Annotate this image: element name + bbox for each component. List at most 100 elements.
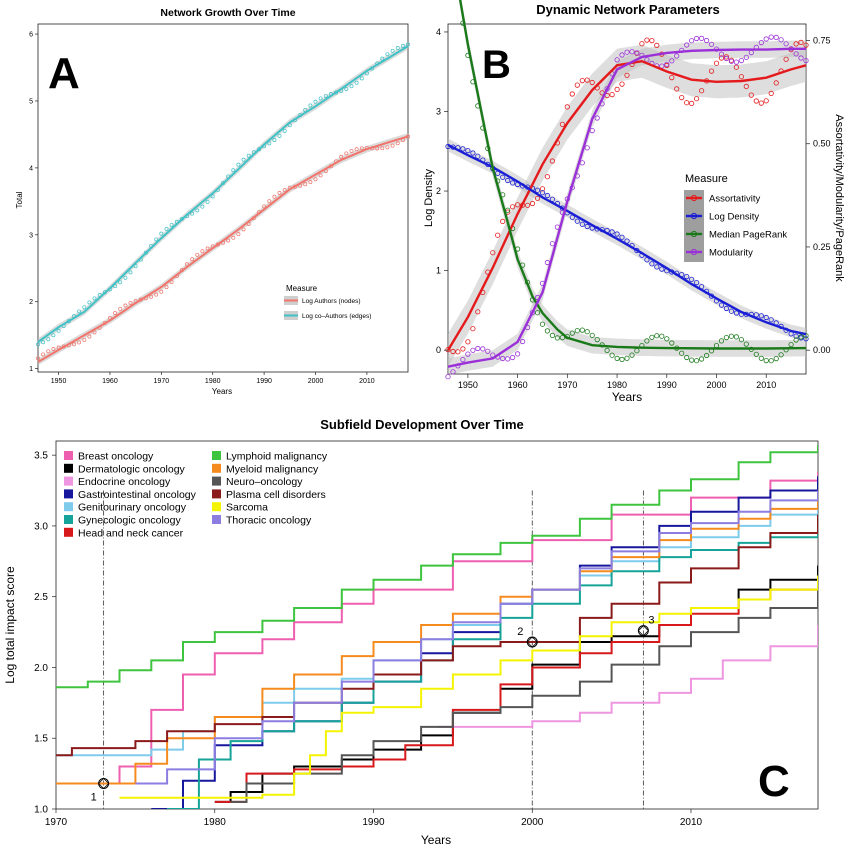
legend-swatch-1 bbox=[64, 463, 73, 473]
panel-a-frame bbox=[37, 23, 409, 373]
point-0-1980 bbox=[614, 86, 620, 93]
point-1-1950 bbox=[465, 148, 471, 154]
point-0-2006 bbox=[344, 151, 349, 156]
point-1-1964 bbox=[128, 270, 133, 275]
point-0-2016 bbox=[793, 41, 799, 47]
point-1-1992 bbox=[272, 138, 277, 142]
point-0-2014 bbox=[385, 145, 390, 150]
legend-swatch-6 bbox=[64, 527, 73, 537]
point-0-2010 bbox=[763, 98, 769, 104]
point-3-1976 bbox=[594, 115, 600, 121]
point-1-1967 bbox=[549, 196, 556, 202]
point-1-1963 bbox=[123, 275, 128, 280]
point-1-1980 bbox=[614, 231, 620, 237]
point-1-2008 bbox=[354, 80, 359, 85]
y-tick-label-4: 4 bbox=[29, 165, 33, 172]
point-0-1987 bbox=[649, 37, 655, 44]
point-1-2010 bbox=[763, 314, 769, 321]
point-0-1962 bbox=[118, 306, 123, 311]
point-3-1996 bbox=[693, 35, 700, 42]
point-3-2017 bbox=[798, 55, 804, 61]
point-1-1947 bbox=[41, 340, 46, 345]
panel-b-points bbox=[445, 20, 809, 380]
point-2-2004 bbox=[733, 334, 740, 340]
panel-b-frame bbox=[447, 23, 807, 375]
panel-a-y-ticks: 1 2 3 4 5 6 bbox=[29, 32, 38, 373]
point-0-2007 bbox=[349, 148, 354, 153]
point-1-2002 bbox=[723, 305, 730, 312]
point-0-2008 bbox=[753, 98, 759, 104]
point-2-2016 bbox=[793, 337, 799, 343]
point-0-1986 bbox=[241, 227, 246, 232]
point-1-2013 bbox=[380, 56, 385, 61]
point-0-1994 bbox=[282, 188, 287, 193]
point-0-1947 bbox=[450, 348, 456, 355]
panel-c-title: Subfield Development Over Time bbox=[320, 417, 523, 432]
point-0-1963 bbox=[123, 303, 128, 308]
y-tick-label-2: 2 bbox=[436, 186, 441, 196]
y-right-tick-label-0.50: 0.50 bbox=[813, 139, 831, 149]
point-0-1985 bbox=[236, 232, 241, 237]
x-tick-label-1990: 1990 bbox=[657, 380, 677, 390]
point-0-1969 bbox=[559, 121, 566, 127]
point-0-2000 bbox=[713, 60, 720, 66]
point-0-2006 bbox=[743, 83, 749, 90]
series-line-1 bbox=[447, 143, 807, 336]
point-0-2009 bbox=[758, 100, 764, 106]
legend-label-0: Assortativity bbox=[709, 194, 760, 205]
point-1-1977 bbox=[195, 208, 200, 213]
point-0-1963 bbox=[529, 200, 536, 207]
panel-b-y-ticks-left: 0 1 2 3 4 bbox=[436, 27, 448, 355]
point-0-2011 bbox=[768, 90, 774, 97]
point-2-1978 bbox=[604, 347, 610, 353]
point-0-1971 bbox=[569, 91, 575, 97]
legend-swatch-0 bbox=[64, 451, 73, 460]
point-0-1955 bbox=[82, 337, 87, 342]
panel-c-x-label: Years bbox=[421, 833, 451, 847]
point-2-1987 bbox=[649, 334, 655, 340]
point-0-1949 bbox=[51, 347, 56, 351]
point-1-1994 bbox=[282, 128, 287, 133]
point-3-2004 bbox=[733, 59, 740, 65]
point-1-1954 bbox=[77, 309, 82, 314]
panel-b-letter: B bbox=[482, 43, 511, 87]
point-0-1966 bbox=[544, 174, 551, 180]
series-line-2 bbox=[437, 625, 818, 728]
point-0-2002 bbox=[723, 54, 730, 60]
legend-label-11: Sarcoma bbox=[226, 502, 268, 514]
x-tick-label-1970: 1970 bbox=[45, 817, 68, 828]
x-tick-label-2000: 2000 bbox=[308, 378, 324, 385]
x-tick-label-1960: 1960 bbox=[508, 380, 528, 390]
panel-a-y-label: Total bbox=[15, 191, 24, 208]
point-1-1979 bbox=[205, 199, 210, 204]
point-1-1972 bbox=[574, 218, 580, 224]
y-tick-label-1.0: 1.0 bbox=[34, 805, 48, 816]
point-0-1965 bbox=[539, 186, 546, 192]
point-0-2005 bbox=[339, 154, 344, 159]
x-tick-label-1970: 1970 bbox=[557, 380, 577, 390]
y-tick-label-1: 1 bbox=[29, 366, 33, 373]
legend-marker-3 bbox=[690, 248, 698, 256]
legend-label-3: Modularity bbox=[709, 248, 753, 259]
point-3-1960 bbox=[514, 351, 521, 357]
point-1-2016 bbox=[395, 46, 400, 50]
point-2-1971 bbox=[569, 330, 575, 336]
point-1-1965 bbox=[539, 190, 546, 196]
point-1-1957 bbox=[500, 174, 506, 180]
legend-swatch-11 bbox=[212, 502, 221, 512]
point-1-1987 bbox=[246, 153, 251, 158]
panel-a-letter: A bbox=[48, 49, 80, 98]
x-tick-label-2010: 2010 bbox=[359, 378, 375, 385]
point-0-1975 bbox=[589, 79, 595, 86]
point-3-1980 bbox=[614, 57, 620, 63]
panel-b-y-ticks-right: 0.000.250.500.751.00 bbox=[806, 36, 831, 355]
point-3-2010 bbox=[763, 36, 769, 42]
legend-label-3: Gastrointestinal oncology bbox=[78, 489, 197, 501]
point-2-1998 bbox=[703, 352, 710, 359]
panel-b-title: Dynamic Network Parameters bbox=[536, 2, 720, 17]
point-2-1995 bbox=[688, 357, 695, 363]
x-tick-label-2000: 2000 bbox=[706, 380, 726, 390]
point-2-1979 bbox=[609, 352, 615, 358]
point-3-2009 bbox=[758, 39, 764, 46]
